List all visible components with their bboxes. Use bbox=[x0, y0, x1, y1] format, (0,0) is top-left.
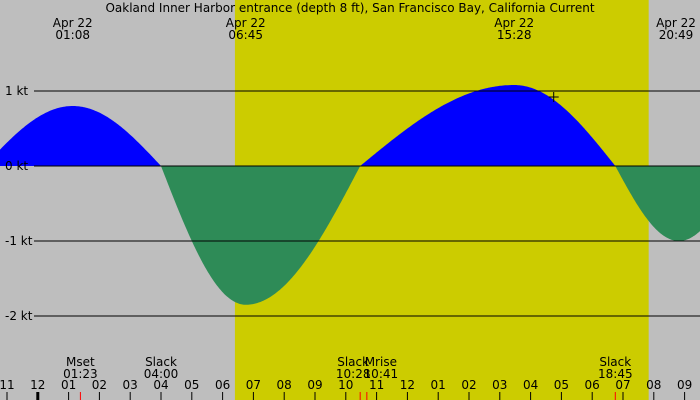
hour-tick-label: 02 bbox=[92, 378, 107, 392]
extremum-time-label: 15:28 bbox=[497, 28, 532, 42]
event-label: Slack bbox=[337, 355, 369, 369]
chart-title: Oakland Inner Harbor entrance (depth 8 f… bbox=[105, 1, 594, 15]
y-tick-label: -1 kt bbox=[5, 234, 33, 248]
extremum-date-label: Apr 22 bbox=[226, 16, 266, 30]
flood-area bbox=[360, 85, 616, 166]
event-label: Mset bbox=[66, 355, 95, 369]
event-time-label: 01:23 bbox=[63, 367, 98, 381]
extremum-date-label: Apr 22 bbox=[656, 16, 696, 30]
hour-tick-label: 08 bbox=[277, 378, 292, 392]
hour-tick-label: 09 bbox=[307, 378, 322, 392]
y-tick-label: 0 kt bbox=[5, 159, 28, 173]
hour-tick-label: 09 bbox=[677, 378, 692, 392]
event-time-label: 10:28 bbox=[336, 367, 371, 381]
event-time-label: 04:00 bbox=[144, 367, 179, 381]
ebb-area bbox=[615, 166, 700, 241]
hour-tick-label: 12 bbox=[30, 378, 45, 392]
event-label: Slack bbox=[145, 355, 177, 369]
extremum-time-label: 01:08 bbox=[55, 28, 90, 42]
hour-tick-label: 11 bbox=[369, 378, 384, 392]
event-label: Slack bbox=[599, 355, 631, 369]
hour-tick-label: 06 bbox=[585, 378, 600, 392]
hour-tick-label: 10 bbox=[338, 378, 353, 392]
hour-tick-label: 11 bbox=[0, 378, 15, 392]
event-time-label: 18:45 bbox=[598, 367, 633, 381]
extremum-date-label: Apr 22 bbox=[53, 16, 93, 30]
ebb-area bbox=[161, 166, 361, 305]
y-tick-label: 1 kt bbox=[5, 84, 28, 98]
hour-tick-label: 07 bbox=[615, 378, 630, 392]
event-label: Mrise bbox=[365, 355, 397, 369]
extremum-time-label: 20:49 bbox=[659, 28, 694, 42]
event-time-label: 10:41 bbox=[364, 367, 399, 381]
flood-area bbox=[0, 106, 161, 166]
hour-tick-label: 04 bbox=[523, 378, 538, 392]
hour-tick-label: 05 bbox=[184, 378, 199, 392]
extremum-time-label: 06:45 bbox=[228, 28, 263, 42]
current-time-crosshair-icon bbox=[548, 92, 559, 102]
hour-tick-label: 03 bbox=[123, 378, 138, 392]
hour-tick-label: 08 bbox=[646, 378, 661, 392]
hour-tick-label: 01 bbox=[61, 378, 76, 392]
y-tick-label: -2 kt bbox=[5, 309, 33, 323]
hour-tick-label: 02 bbox=[461, 378, 476, 392]
extremum-date-label: Apr 22 bbox=[494, 16, 534, 30]
hour-tick-label: 05 bbox=[554, 378, 569, 392]
hour-tick-label: 03 bbox=[492, 378, 507, 392]
hour-tick-label: 01 bbox=[431, 378, 446, 392]
hour-tick-label: 06 bbox=[215, 378, 230, 392]
hour-tick-label: 04 bbox=[153, 378, 168, 392]
hour-tick-label: 07 bbox=[246, 378, 261, 392]
hour-tick-label: 12 bbox=[400, 378, 415, 392]
